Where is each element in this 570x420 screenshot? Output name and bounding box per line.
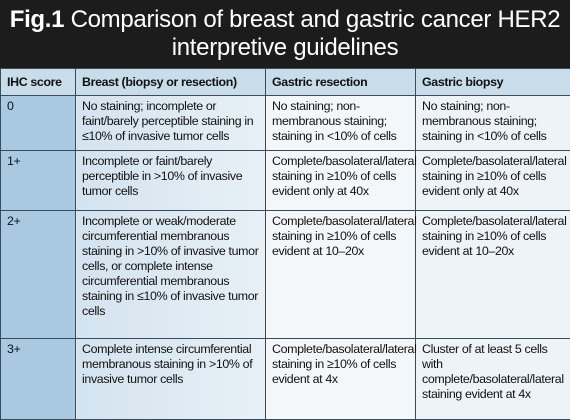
column-header: Gastric resection — [266, 69, 416, 96]
cell: Incomplete or weak/moderate circumferent… — [76, 211, 266, 339]
cell: No staining; non-membranous staining; st… — [266, 96, 416, 151]
title-banner: Fig.1 Comparison of breast and gastric c… — [0, 0, 570, 68]
figure-title: Comparison of breast and gastric cancer … — [71, 6, 561, 61]
cell: Complete intense circumferential membran… — [76, 339, 266, 420]
column-header: IHC score — [1, 69, 76, 96]
cell: Complete/basolateral/lateral staining in… — [416, 211, 570, 339]
table-row: 1+Incomplete or faint/barely perceptible… — [1, 151, 570, 211]
ihc-score: 3+ — [1, 339, 76, 420]
ihc-score: 1+ — [1, 151, 76, 211]
cell: Complete/basolateral/lateral staining in… — [266, 211, 416, 339]
cell: No staining; incomplete or faint/barely … — [76, 96, 266, 151]
column-header: Gastric biopsy — [416, 69, 570, 96]
column-header: Breast (biopsy or resection) — [76, 69, 266, 96]
ihc-score: 2+ — [1, 211, 76, 339]
cell: Complete/basolateral/lateral staining in… — [266, 339, 416, 420]
cell: Incomplete or faint/barely perceptible i… — [76, 151, 266, 211]
table-row: 2+Incomplete or weak/moderate circumfere… — [1, 211, 570, 339]
cell: Cluster of at least 5 cells with complet… — [416, 339, 570, 420]
cell: No staining; non-membranous staining; st… — [416, 96, 570, 151]
ihc-score: 0 — [1, 96, 76, 151]
cell: Complete/basolateral/lateral staining in… — [266, 151, 416, 211]
figure-label: Fig.1 — [10, 6, 65, 33]
cell: Complete/basolateral/lateral staining in… — [416, 151, 570, 211]
table-row: 3+Complete intense circumferential membr… — [1, 339, 570, 420]
